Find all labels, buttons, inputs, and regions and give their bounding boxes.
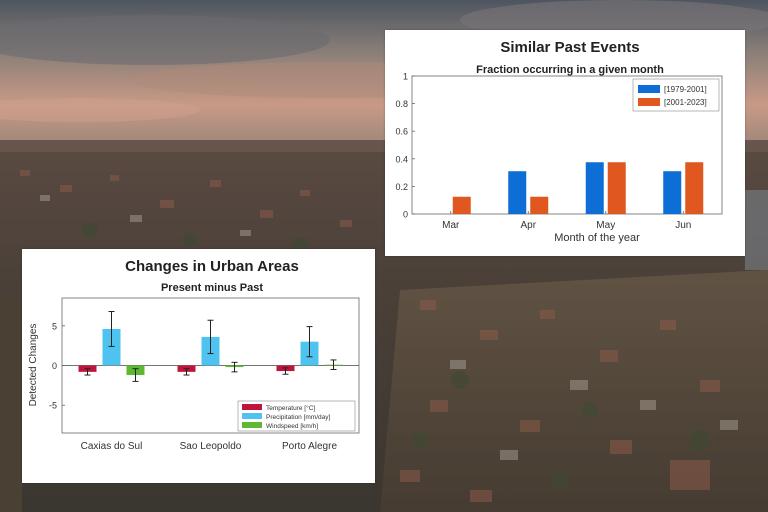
legend-label: [1979-2001] <box>664 85 707 94</box>
bar-early-jun <box>663 171 682 214</box>
y-tick-label: 0.8 <box>395 99 408 109</box>
x-tick-label: Mar <box>442 220 460 231</box>
urban-changes-chart-panel: Changes in Urban Areas Present minus Pas… <box>22 249 375 483</box>
chart-subtitle: Present minus Past <box>161 282 263 294</box>
plot-area: -5 0 5 Caxias do Sul Sao Leopoldo Porto Alegr… <box>49 297 360 452</box>
plot-frame <box>411 75 723 215</box>
chart-title: Similar Past Events <box>500 39 639 56</box>
chart-subtitle: Fraction occurring in a given month <box>476 64 664 76</box>
x-tick-label: Jun <box>675 220 691 231</box>
x-tick-label: Apr <box>520 220 536 231</box>
bar-precipitation <box>102 328 121 366</box>
past-events-chart-panel: Similar Past Events Fraction occurring i… <box>385 30 745 256</box>
bar-late-jun <box>685 162 704 214</box>
plot-area: 0 0.2 0.4 0.6 0.8 1 Mar Apr May Jun [1979-2001] [20… <box>395 72 723 231</box>
y-tick-label: 0.6 <box>395 127 408 137</box>
bar-late-mar <box>452 196 471 214</box>
legend-swatch <box>242 422 262 428</box>
y-tick-label: 0 <box>52 361 57 371</box>
y-tick-label: 0.4 <box>395 154 408 164</box>
y-tick-label: 0 <box>403 210 408 220</box>
y-tick-label: 0.2 <box>395 182 408 192</box>
bar-early-may <box>585 162 604 214</box>
legend-swatch <box>242 413 262 419</box>
y-tick-label: 5 <box>52 321 57 331</box>
bar-late-apr <box>530 196 549 214</box>
legend-label: Windspeed [km/h] <box>266 423 318 430</box>
legend-label: Temperature [°C] <box>266 404 315 412</box>
x-tick-label: Porto Alegre <box>282 441 337 452</box>
x-tick-label: Caxias do Sul <box>81 441 143 452</box>
legend-label: Precipitation [mm/day] <box>266 414 330 421</box>
y-tick-label: 1 <box>403 72 408 82</box>
x-axis-label: Month of the year <box>554 232 640 244</box>
past-events-chart: Similar Past Events Fraction occurring i… <box>395 39 723 244</box>
y-axis-label: Detected Changes <box>28 324 39 407</box>
legend-swatch <box>242 404 262 410</box>
legend-swatch <box>638 98 660 106</box>
y-tick-label: -5 <box>49 401 57 411</box>
bar-late-may <box>607 162 626 214</box>
urban-changes-chart: Changes in Urban Areas Present minus Pas… <box>28 258 360 452</box>
x-tick-label: Sao Leopoldo <box>180 441 242 452</box>
x-tick-label: May <box>596 220 615 231</box>
legend-swatch <box>638 85 660 93</box>
bar-early-apr <box>508 171 527 214</box>
chart-title: Changes in Urban Areas <box>125 258 299 275</box>
legend-label: [2001-2023] <box>664 98 707 107</box>
